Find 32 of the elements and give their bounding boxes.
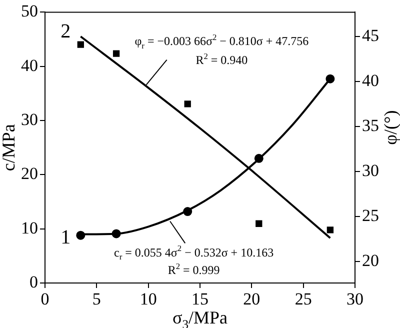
point [183,207,192,216]
x-tick-label: 15 [192,290,208,309]
point [184,100,191,108]
point [326,226,334,234]
point [112,50,120,57]
y2-tick-label: 20 [362,250,379,270]
y-tick-label: 20 [21,164,38,184]
x-tick-label: 25 [294,290,312,309]
point [256,220,262,227]
y-axis-title: c/MPa [0,124,19,172]
series-label: 1 [60,226,71,249]
y2-tick-label: 35 [362,116,379,135]
y2-tick-label: 45 [362,26,379,45]
point [76,230,86,240]
line-series [80,35,332,240]
x-tick-label: 10 [140,290,157,309]
point [326,74,335,84]
y-tick-label: 40 [21,56,38,75]
point [112,229,121,238]
y-tick-label: 0 [30,272,38,292]
x-tick-label: 5 [92,290,101,309]
y-tick-label: 50 [21,2,38,21]
y2-tick-label: 30 [362,160,379,180]
y2-tick-label: 25 [362,206,379,225]
point [254,154,264,163]
y-tick-label: 10 [21,218,38,238]
point [77,41,84,48]
y-tick-label: 30 [21,110,38,129]
y2-tick-label: 40 [362,70,379,90]
series-label: 2 [60,20,71,43]
x-tick-label: 30 [346,290,364,309]
x-tick-label: 20 [243,290,260,309]
